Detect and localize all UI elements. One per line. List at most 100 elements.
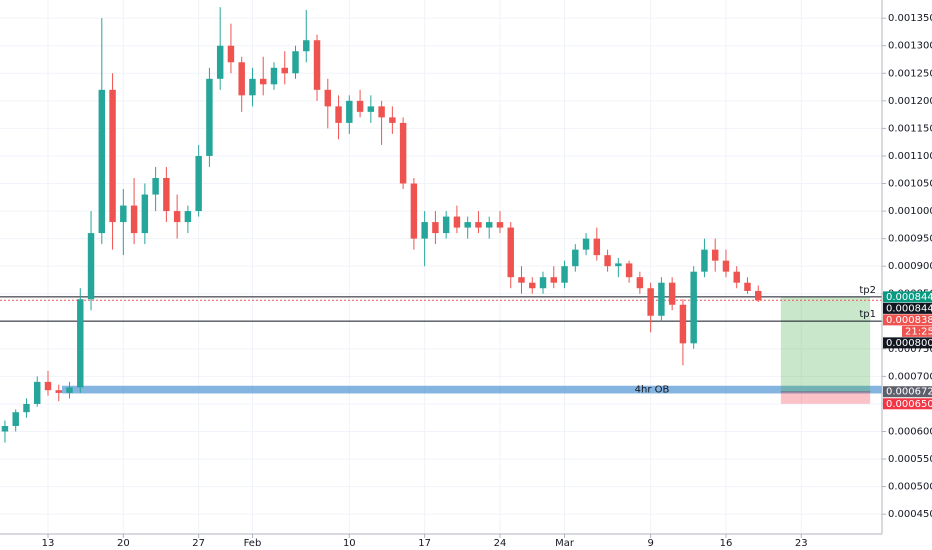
candle-body: [647, 288, 654, 316]
candle-body: [733, 271, 740, 283]
candle-body: [324, 89, 332, 107]
candle-body: [55, 390, 62, 393]
candle-body: [722, 260, 730, 272]
countdown: 21:25: [905, 326, 932, 337]
level-label: tp2: [859, 285, 876, 296]
candle-body: [582, 238, 590, 250]
candle-body: [572, 249, 579, 267]
zone-label: 4hr OB: [635, 385, 670, 396]
x-tick-label: 20: [117, 538, 130, 549]
candle-body: [561, 266, 568, 283]
candle-body: [238, 62, 245, 96]
candle-body: [120, 205, 127, 223]
candle-body: [744, 282, 751, 291]
candle-body: [636, 277, 644, 289]
candle-body: [130, 205, 138, 234]
candle-body: [550, 277, 558, 283]
candle-body: [303, 40, 310, 52]
candle-body: [227, 45, 235, 63]
candle-body: [658, 282, 665, 316]
y-tick-label: 0.0012000: [888, 96, 932, 107]
candle-body: [518, 277, 525, 283]
candle-body: [399, 122, 407, 184]
candle-body: [507, 227, 514, 278]
candle-body: [313, 40, 321, 90]
candle-body: [690, 271, 697, 344]
x-tick-label: 27: [192, 538, 205, 549]
candle-body: [109, 89, 116, 223]
y-tick-label: 0.0005000: [888, 482, 932, 493]
candle-body: [485, 222, 493, 228]
candle-body: [216, 45, 224, 79]
y-tick-label: 0.0013000: [888, 41, 932, 52]
y-tick-label: 0.0011500: [888, 123, 932, 134]
candle-body: [12, 412, 19, 426]
level-label: tp1: [859, 309, 876, 320]
candle-body: [44, 381, 52, 391]
y-tick-label: 0.0007500: [888, 344, 932, 355]
price-tag: [883, 302, 932, 314]
profit-zone: [780, 296, 871, 392]
candle-body: [77, 299, 84, 388]
x-tick-label: 16: [720, 538, 733, 549]
candle-body: [453, 216, 461, 228]
candle-body: [259, 78, 267, 85]
x-tick-label: Feb: [244, 538, 262, 549]
y-tick-label: 0.0004500: [888, 509, 932, 520]
candle-body: [593, 238, 601, 256]
y-tick-label: 0.0007000: [888, 371, 932, 382]
candle-body: [711, 249, 719, 261]
candle-body: [378, 106, 385, 118]
candle-body: [432, 222, 439, 234]
price-tag-label: 0.0008003: [886, 338, 932, 349]
x-tick-label: 10: [343, 538, 356, 549]
candle-body: [615, 263, 622, 267]
candle-body: [464, 222, 471, 228]
candle-body: [173, 211, 181, 223]
x-tick-label: 9: [647, 538, 653, 549]
candle-body: [195, 155, 202, 212]
candle-body: [475, 222, 482, 228]
order-block-zone: [61, 385, 883, 394]
candle-body: [496, 222, 504, 228]
price-tag: [883, 314, 932, 326]
y-tick-label: 0.0010000: [888, 206, 932, 217]
y-tick-label: 0.0012500: [888, 68, 932, 79]
candle-body: [367, 106, 375, 112]
candle-body: [442, 216, 450, 234]
candle-body: [184, 211, 192, 223]
candle-body: [23, 403, 30, 413]
candle-body: [141, 194, 149, 234]
y-tick-label: 0.0013500: [888, 13, 932, 24]
price-tag: [883, 291, 932, 303]
candle-body: [66, 387, 73, 393]
candle-body: [679, 304, 687, 344]
candle-body: [701, 249, 708, 272]
candle-body: [206, 78, 213, 156]
x-tick-label: Mar: [555, 538, 575, 549]
price-tag-label: 0.0008443: [886, 292, 932, 303]
price-tag-label: 0.0006503: [886, 399, 932, 410]
candle-body: [34, 381, 41, 404]
y-tick-label: 0.0010500: [888, 179, 932, 190]
candle-body: [1, 425, 9, 432]
price-tag: [883, 398, 932, 410]
candle-body: [668, 282, 676, 305]
candle-body: [389, 117, 396, 123]
candle-body: [249, 78, 256, 96]
candle-body: [356, 100, 364, 112]
candle-body: [604, 255, 611, 267]
price-tag-label: 0.0006722: [886, 387, 932, 398]
y-tick-label: 0.0006000: [888, 426, 932, 437]
candle-body: [87, 233, 95, 300]
price-tag: [883, 386, 932, 398]
candle-body: [98, 89, 106, 234]
x-tick-label: 13: [42, 538, 55, 549]
y-tick-label: 0.0009500: [888, 234, 932, 245]
candle-body: [625, 263, 633, 278]
loss-zone: [780, 391, 871, 404]
candle-body: [270, 67, 278, 85]
countdown-tag: [902, 325, 932, 337]
